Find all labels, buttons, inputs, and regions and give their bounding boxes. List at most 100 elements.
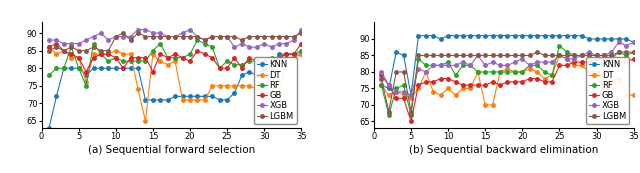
- DT: [452, 94, 460, 96]
- LGBM: [60, 50, 68, 52]
- XGB: [149, 32, 157, 34]
- KNN: [504, 35, 511, 37]
- KNN: [541, 35, 548, 37]
- XGB: [407, 94, 415, 96]
- XGB: [67, 43, 75, 45]
- RF: [75, 67, 83, 69]
- GB: [429, 81, 437, 83]
- RF: [444, 61, 452, 63]
- KNN: [511, 35, 519, 37]
- LGBM: [504, 54, 511, 57]
- LGBM: [186, 35, 194, 38]
- KNN: [268, 67, 275, 69]
- XGB: [134, 29, 142, 31]
- DT: [193, 99, 201, 101]
- XGB: [179, 32, 186, 34]
- RF: [179, 57, 186, 59]
- KNN: [385, 87, 392, 89]
- RF: [474, 71, 482, 73]
- XGB: [186, 29, 194, 31]
- RF: [172, 57, 179, 59]
- GB: [459, 84, 467, 86]
- LGBM: [407, 111, 415, 113]
- LGBM: [104, 50, 112, 52]
- RF: [489, 71, 497, 73]
- XGB: [298, 29, 305, 31]
- KNN: [216, 99, 223, 101]
- KNN: [290, 53, 298, 55]
- XGB: [193, 35, 201, 38]
- GB: [548, 81, 556, 83]
- KNN: [127, 67, 134, 69]
- GB: [112, 57, 120, 59]
- LGBM: [298, 32, 305, 34]
- GB: [179, 57, 186, 59]
- KNN: [149, 99, 157, 101]
- GB: [156, 53, 164, 55]
- KNN: [83, 74, 90, 76]
- KNN: [186, 95, 194, 97]
- LGBM: [134, 32, 142, 34]
- KNN: [90, 67, 97, 69]
- RF: [385, 114, 392, 116]
- DT: [622, 94, 630, 96]
- RF: [556, 44, 563, 47]
- RF: [607, 58, 615, 60]
- DT: [400, 94, 408, 96]
- LGBM: [67, 46, 75, 48]
- LGBM: [452, 54, 460, 57]
- LGBM: [437, 54, 445, 57]
- KNN: [260, 67, 268, 69]
- RF: [511, 71, 519, 73]
- XGB: [481, 64, 489, 66]
- XGB: [223, 35, 231, 38]
- GB: [186, 60, 194, 62]
- KNN: [141, 99, 149, 101]
- XGB: [238, 43, 246, 45]
- DT: [511, 71, 519, 73]
- DT: [437, 94, 445, 96]
- RF: [112, 57, 120, 59]
- RF: [615, 51, 623, 53]
- GB: [164, 57, 172, 59]
- DT: [60, 50, 68, 52]
- XGB: [120, 35, 127, 38]
- KNN: [474, 35, 482, 37]
- Line: GB: GB: [47, 42, 303, 74]
- XGB: [378, 71, 385, 73]
- LGBM: [230, 35, 238, 38]
- RF: [134, 60, 142, 62]
- DT: [97, 53, 105, 55]
- KNN: [459, 35, 467, 37]
- XGB: [578, 54, 586, 57]
- GB: [378, 74, 385, 76]
- Line: RF: RF: [380, 44, 636, 117]
- DT: [533, 71, 541, 73]
- XGB: [474, 54, 482, 57]
- KNN: [75, 67, 83, 69]
- DT: [283, 57, 291, 59]
- KNN: [67, 67, 75, 69]
- GB: [489, 81, 497, 83]
- KNN: [134, 67, 142, 69]
- LGBM: [541, 54, 548, 57]
- RF: [570, 54, 578, 57]
- RF: [60, 67, 68, 69]
- Line: DT: DT: [380, 54, 636, 107]
- GB: [172, 53, 179, 55]
- RF: [437, 64, 445, 66]
- GB: [60, 50, 68, 52]
- DT: [593, 71, 600, 73]
- DT: [186, 99, 194, 101]
- RF: [209, 46, 216, 48]
- LGBM: [533, 51, 541, 53]
- KNN: [407, 94, 415, 96]
- LGBM: [615, 51, 623, 53]
- Line: LGBM: LGBM: [47, 31, 303, 52]
- XGB: [253, 46, 260, 48]
- LGBM: [481, 54, 489, 57]
- RF: [120, 60, 127, 62]
- KNN: [193, 95, 201, 97]
- RF: [481, 71, 489, 73]
- RF: [97, 53, 105, 55]
